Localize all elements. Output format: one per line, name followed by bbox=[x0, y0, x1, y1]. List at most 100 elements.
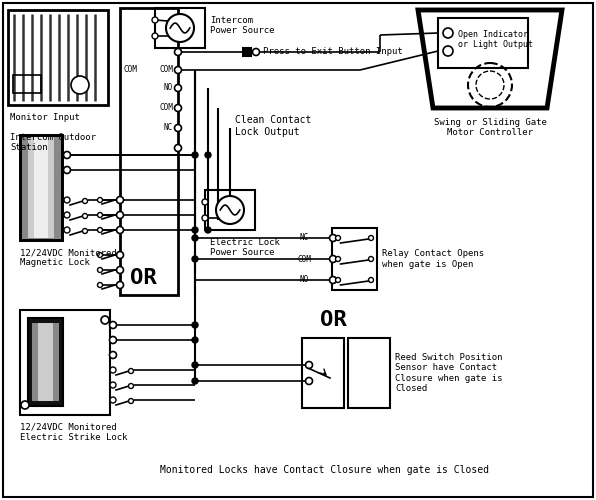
Circle shape bbox=[71, 76, 89, 94]
Circle shape bbox=[152, 33, 158, 39]
Circle shape bbox=[98, 282, 103, 288]
Circle shape bbox=[98, 228, 103, 232]
Circle shape bbox=[116, 266, 123, 274]
Text: NO: NO bbox=[300, 276, 309, 284]
Circle shape bbox=[443, 46, 453, 56]
Circle shape bbox=[202, 215, 208, 221]
Circle shape bbox=[253, 48, 259, 56]
Bar bbox=[28, 318, 63, 406]
Text: COM: COM bbox=[159, 66, 173, 74]
Circle shape bbox=[368, 278, 374, 282]
Bar bbox=[205, 190, 255, 230]
Circle shape bbox=[330, 276, 337, 283]
Text: Reed Switch Position
Sensor have Contact
Closure when gate is
Closed: Reed Switch Position Sensor have Contact… bbox=[395, 353, 502, 393]
Text: NO: NO bbox=[164, 84, 173, 92]
Bar bbox=[348, 338, 390, 408]
Bar bbox=[28, 137, 54, 238]
Circle shape bbox=[330, 256, 337, 262]
Bar bbox=[34, 137, 48, 238]
Bar bbox=[32, 323, 59, 401]
Circle shape bbox=[110, 367, 116, 373]
Circle shape bbox=[330, 234, 337, 242]
Circle shape bbox=[175, 144, 182, 152]
Bar bbox=[20, 135, 62, 240]
Circle shape bbox=[175, 104, 182, 112]
Text: Monitor Input: Monitor Input bbox=[10, 113, 80, 122]
Circle shape bbox=[336, 236, 340, 240]
Circle shape bbox=[129, 368, 134, 374]
Circle shape bbox=[175, 48, 182, 56]
Circle shape bbox=[21, 401, 29, 409]
Circle shape bbox=[306, 362, 312, 368]
Circle shape bbox=[116, 212, 123, 218]
Text: Clean Contact
Lock Output: Clean Contact Lock Output bbox=[235, 115, 311, 136]
Circle shape bbox=[192, 152, 198, 158]
Polygon shape bbox=[418, 10, 562, 108]
Bar bbox=[120, 8, 178, 295]
Text: OR: OR bbox=[320, 310, 347, 330]
Circle shape bbox=[306, 378, 312, 384]
Circle shape bbox=[166, 14, 194, 42]
Circle shape bbox=[116, 252, 123, 258]
Circle shape bbox=[110, 352, 116, 358]
Bar bbox=[155, 8, 205, 48]
Circle shape bbox=[216, 196, 244, 224]
Circle shape bbox=[192, 322, 198, 328]
Text: 12/24VDC Monitored
Magnetic Lock: 12/24VDC Monitored Magnetic Lock bbox=[20, 248, 117, 268]
Circle shape bbox=[175, 66, 182, 73]
Circle shape bbox=[64, 227, 70, 233]
Circle shape bbox=[368, 256, 374, 262]
Circle shape bbox=[82, 228, 88, 234]
Circle shape bbox=[192, 378, 198, 384]
Text: Open Indicator
or Light Output: Open Indicator or Light Output bbox=[458, 30, 533, 50]
Circle shape bbox=[205, 227, 211, 233]
Bar bbox=[13, 75, 41, 93]
Circle shape bbox=[98, 268, 103, 272]
Circle shape bbox=[443, 28, 453, 38]
Bar bbox=[8, 10, 108, 105]
Text: COM: COM bbox=[159, 104, 173, 112]
Text: Intercom Outdoor
Station: Intercom Outdoor Station bbox=[10, 133, 96, 152]
Text: 12/24VDC Monitored
Electric Strike Lock: 12/24VDC Monitored Electric Strike Lock bbox=[20, 423, 128, 442]
Circle shape bbox=[110, 322, 116, 328]
Bar bbox=[302, 338, 344, 408]
Circle shape bbox=[336, 278, 340, 282]
Circle shape bbox=[64, 212, 70, 218]
Text: COM: COM bbox=[297, 254, 311, 264]
Circle shape bbox=[82, 214, 88, 218]
Circle shape bbox=[98, 212, 103, 218]
Circle shape bbox=[192, 227, 198, 233]
Circle shape bbox=[175, 124, 182, 132]
Circle shape bbox=[175, 32, 182, 40]
Circle shape bbox=[101, 316, 109, 324]
Circle shape bbox=[64, 152, 70, 158]
Circle shape bbox=[116, 226, 123, 234]
Circle shape bbox=[152, 17, 158, 23]
Circle shape bbox=[192, 362, 198, 368]
Circle shape bbox=[192, 235, 198, 241]
Text: Electric Lock
Power Source: Electric Lock Power Source bbox=[210, 238, 280, 258]
Circle shape bbox=[64, 166, 70, 173]
Circle shape bbox=[82, 198, 88, 203]
Text: Press to Exit Button Input: Press to Exit Button Input bbox=[263, 48, 403, 56]
Text: COM: COM bbox=[123, 66, 137, 74]
Circle shape bbox=[202, 199, 208, 205]
Bar bbox=[20, 310, 110, 415]
Circle shape bbox=[110, 397, 116, 403]
Circle shape bbox=[110, 336, 116, 344]
Bar bbox=[38, 323, 53, 401]
Text: Relay Contact Opens
when gate is Open: Relay Contact Opens when gate is Open bbox=[382, 250, 484, 268]
Text: OR: OR bbox=[130, 268, 157, 288]
Circle shape bbox=[205, 152, 211, 158]
Circle shape bbox=[129, 384, 134, 388]
Bar bbox=[332, 228, 377, 290]
Circle shape bbox=[192, 256, 198, 262]
Bar bbox=[20, 135, 62, 240]
Circle shape bbox=[336, 256, 340, 262]
Circle shape bbox=[98, 252, 103, 258]
Circle shape bbox=[64, 197, 70, 203]
Circle shape bbox=[110, 382, 116, 388]
Circle shape bbox=[116, 196, 123, 203]
Circle shape bbox=[129, 398, 134, 404]
Circle shape bbox=[368, 236, 374, 240]
